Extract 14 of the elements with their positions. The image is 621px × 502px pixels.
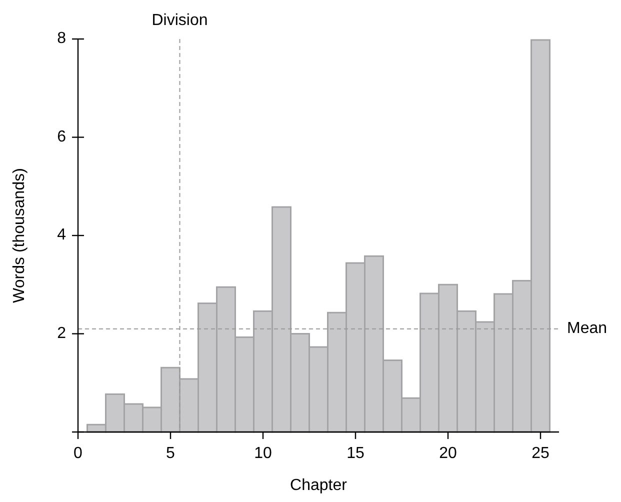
ref-line-label: Division (152, 12, 208, 29)
ref-line-label: Mean (567, 320, 608, 338)
y-tick-label: 4 (57, 226, 66, 244)
x-axis-title: Chapter (290, 477, 348, 494)
y-tick-label: 8 (57, 30, 66, 48)
y-axis-title: Words (thousands) (11, 168, 28, 303)
x-tick-label: 20 (439, 445, 457, 462)
x-tick-label: 0 (74, 445, 83, 462)
x-tick-label: 5 (166, 445, 176, 462)
y-tick-label: 2 (57, 324, 66, 342)
x-tick-label: 25 (532, 445, 550, 462)
x-tick-label: 10 (254, 445, 272, 462)
y-tick-label: 6 (57, 128, 66, 146)
x-tick-label: 15 (346, 445, 364, 462)
